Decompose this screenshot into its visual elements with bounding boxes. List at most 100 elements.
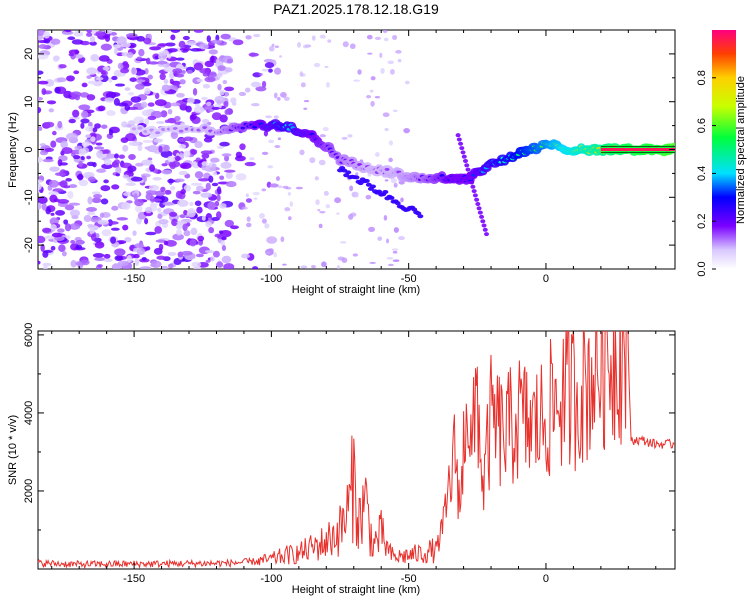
noise-blob — [98, 55, 110, 62]
noise-blob — [163, 66, 175, 73]
noise-blob — [116, 72, 126, 77]
noise-blob — [263, 130, 269, 137]
noise-blob — [40, 243, 45, 252]
noise-blob — [158, 219, 169, 225]
noise-blob — [57, 199, 70, 204]
noise-blob — [100, 198, 109, 205]
ridge-core — [202, 126, 208, 130]
noise-blob — [156, 60, 168, 65]
noise-blob — [50, 38, 61, 45]
noise-blob — [157, 214, 163, 219]
noise-blob — [193, 106, 205, 114]
noise-blob — [355, 172, 359, 176]
noise-blob — [63, 185, 71, 189]
noise-blob — [226, 58, 234, 64]
noise-blob — [97, 264, 103, 268]
noise-blob — [195, 103, 200, 107]
noise-blob — [87, 223, 95, 228]
noise-blob — [315, 199, 320, 206]
noise-blob — [216, 99, 222, 105]
branch-blob — [470, 184, 476, 189]
noise-blob — [230, 97, 237, 104]
noise-blob — [337, 256, 345, 261]
noise-blob — [104, 97, 115, 103]
noise-blob — [120, 137, 129, 144]
noise-blob — [167, 108, 173, 115]
noise-blob — [94, 257, 106, 262]
noise-blob — [93, 146, 105, 150]
noise-blob — [138, 48, 145, 57]
x-tick-label: -100 — [260, 573, 282, 585]
noise-blob — [387, 60, 395, 65]
noise-blob — [204, 249, 214, 254]
noise-blob — [78, 104, 91, 111]
noise-blob — [220, 240, 226, 246]
noise-blob — [50, 212, 55, 216]
noise-blob — [219, 89, 225, 96]
noise-blob — [205, 259, 211, 263]
noise-blob — [80, 259, 90, 266]
noise-blob — [164, 119, 170, 123]
bottom-axes: -150 -100 -50 0 2000 4000 6000 — [23, 323, 675, 585]
noise-blob — [83, 214, 92, 223]
noise-blob — [302, 44, 309, 49]
noise-blob — [55, 209, 66, 216]
noise-blob — [163, 79, 169, 84]
noise-blob — [44, 121, 55, 128]
noise-blob — [232, 39, 244, 46]
noise-blob — [268, 68, 273, 73]
noise-blob — [318, 223, 323, 229]
noise-blob — [156, 120, 165, 125]
noise-blob — [225, 172, 233, 179]
noise-blob — [207, 105, 215, 112]
noise-blob — [114, 255, 124, 262]
noise-blob — [90, 53, 100, 62]
ridge-core — [240, 126, 246, 130]
noise-blob — [87, 196, 93, 205]
noise-blob — [92, 127, 98, 133]
noise-blob — [383, 215, 388, 221]
noise-blob — [107, 221, 119, 225]
noise-blob — [63, 90, 73, 99]
noise-blob — [201, 164, 206, 171]
noise-blob — [126, 254, 132, 263]
noise-blob — [244, 161, 256, 167]
noise-blob — [153, 138, 163, 143]
noise-blob — [124, 236, 132, 243]
noise-blob — [186, 40, 197, 46]
noise-blob — [105, 91, 117, 99]
noise-blob — [383, 37, 389, 42]
noise-blob — [164, 189, 172, 195]
noise-blob — [74, 54, 84, 59]
noise-blob — [374, 36, 382, 40]
noise-blob — [217, 71, 223, 78]
noise-blob — [388, 140, 393, 146]
noise-blob — [197, 178, 210, 182]
noise-blob — [128, 92, 135, 96]
noise-blob — [86, 75, 92, 79]
noise-blob — [90, 233, 97, 241]
noise-blob — [50, 224, 57, 231]
noise-blob — [277, 96, 281, 101]
noise-blob — [143, 37, 152, 45]
noise-blob — [44, 147, 54, 152]
x-tick-label: -50 — [401, 573, 417, 585]
noise-blob — [319, 210, 326, 214]
noise-blob — [135, 83, 145, 90]
colorbar-tick-label: 0.0 — [696, 261, 708, 276]
noise-blob — [155, 239, 167, 243]
branch-blob — [465, 167, 471, 172]
noise-blob — [212, 171, 218, 176]
branch-blob — [369, 184, 376, 189]
noise-blob — [245, 193, 249, 198]
noise-blob — [252, 266, 259, 269]
noise-blob — [49, 194, 58, 203]
noise-blob — [46, 100, 57, 105]
noise-blob — [219, 175, 225, 181]
ridge-core — [178, 129, 184, 133]
noise-blob — [214, 200, 220, 207]
noise-blob — [162, 201, 174, 206]
noise-blob — [80, 122, 85, 129]
noise-blob — [261, 68, 269, 72]
noise-blob — [195, 253, 204, 258]
